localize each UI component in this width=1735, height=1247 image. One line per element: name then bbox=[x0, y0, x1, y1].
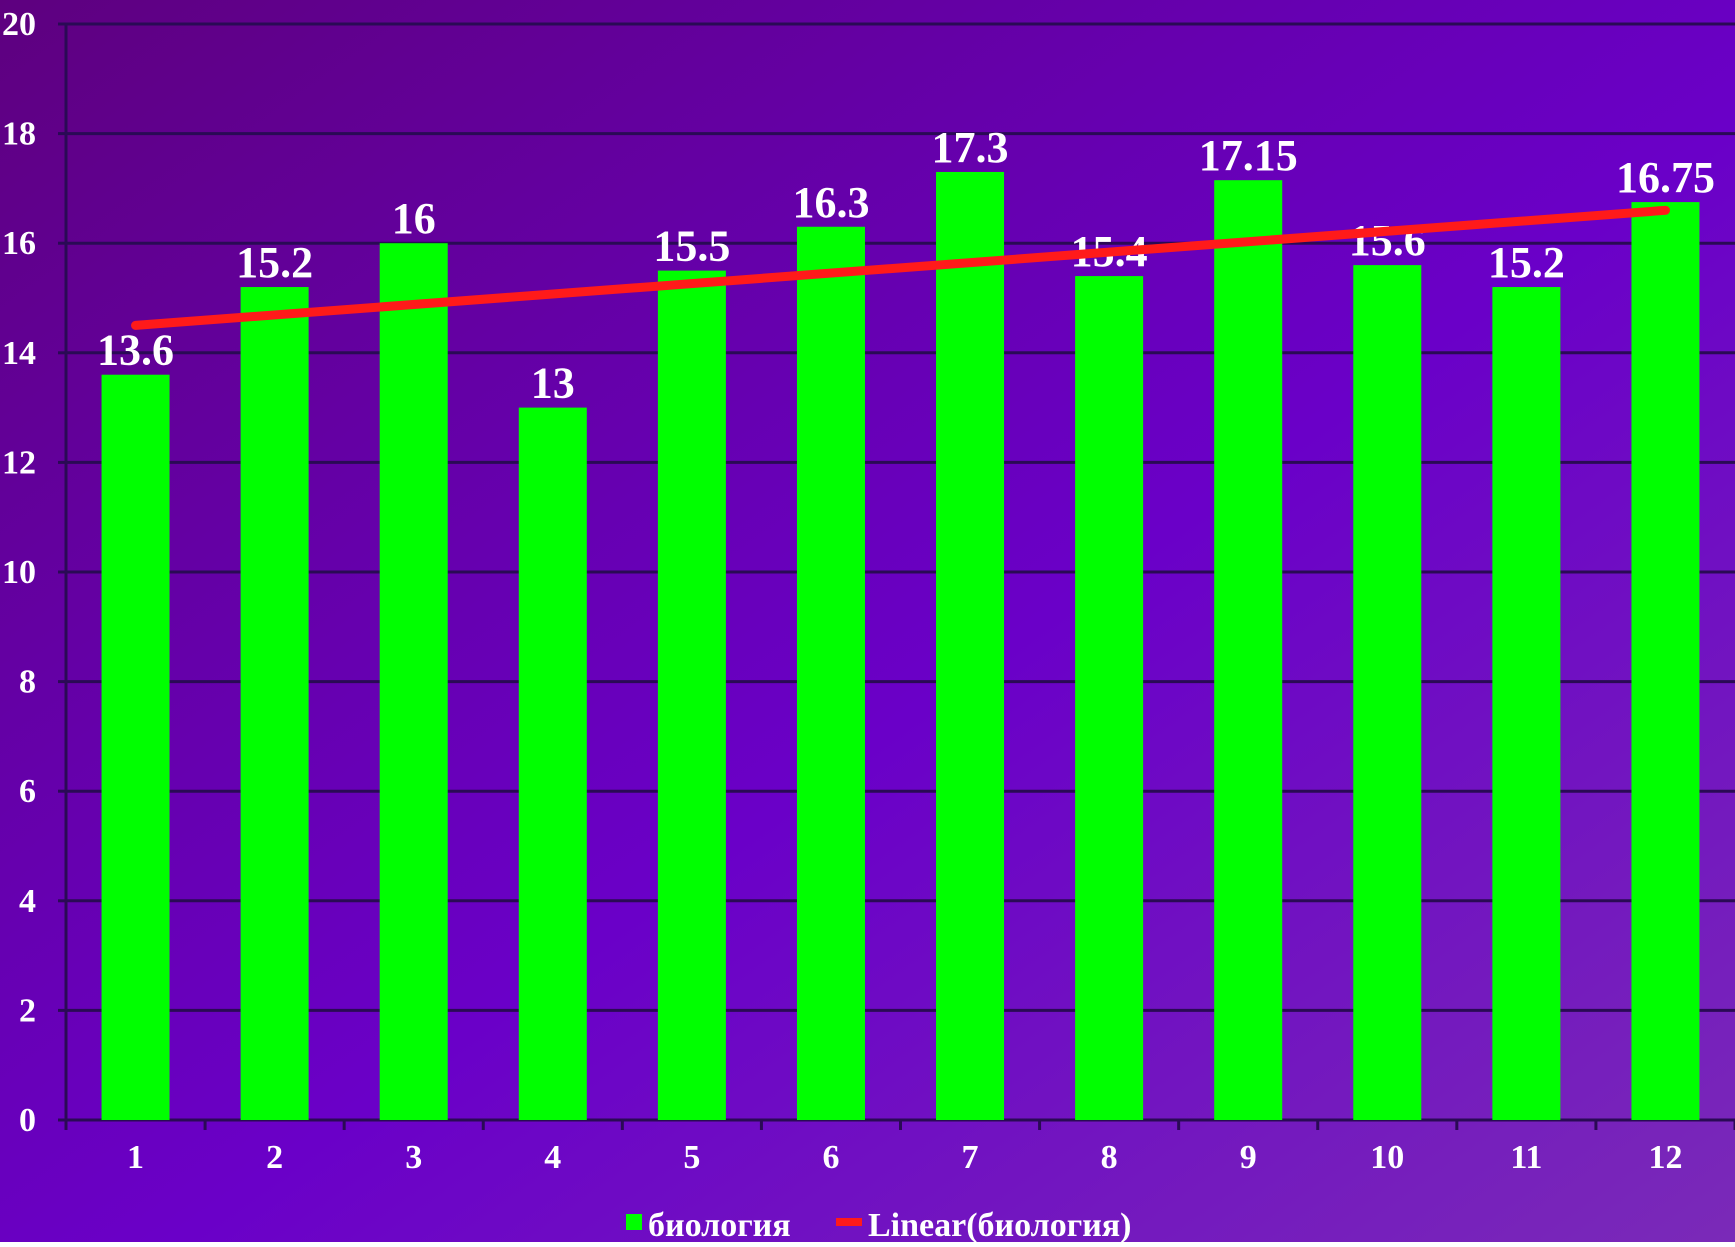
gridlines bbox=[66, 22, 1735, 1122]
data-label-9: 17.15 bbox=[1199, 131, 1298, 180]
legend-swatch-trendline bbox=[836, 1218, 862, 1226]
bar-10 bbox=[1353, 265, 1422, 1120]
data-label-6: 16.3 bbox=[792, 178, 869, 227]
trendline-layer bbox=[131, 205, 1670, 330]
legend: биология Linear(биология) bbox=[626, 1207, 1132, 1244]
bar-1 bbox=[101, 374, 170, 1121]
bar-5 bbox=[657, 270, 726, 1121]
data-label-2: 15.2 bbox=[236, 238, 313, 287]
axes bbox=[58, 22, 1735, 1130]
data-labels: 13.615.2161315.516.317.315.417.1515.615.… bbox=[97, 123, 1715, 408]
ytick-label-8: 8 bbox=[19, 664, 36, 701]
bar-8 bbox=[1075, 276, 1144, 1121]
xtick-label-2: 2 bbox=[266, 1139, 283, 1176]
ytick-label-12: 12 bbox=[2, 444, 36, 481]
xtick-label-4: 4 bbox=[544, 1139, 561, 1176]
xtick-label-10: 10 bbox=[1370, 1139, 1404, 1176]
xtick-label-9: 9 bbox=[1240, 1139, 1257, 1176]
xtick-label-6: 6 bbox=[822, 1139, 839, 1176]
data-label-7: 17.3 bbox=[932, 123, 1009, 172]
xtick-label-11: 11 bbox=[1510, 1139, 1542, 1176]
ytick-label-4: 4 bbox=[19, 883, 36, 920]
data-label-4: 13 bbox=[531, 359, 575, 408]
ytick-label-18: 18 bbox=[2, 116, 36, 153]
data-label-1: 13.6 bbox=[97, 326, 174, 375]
ytick-label-10: 10 bbox=[2, 554, 36, 591]
ytick-label-20: 20 bbox=[2, 6, 36, 43]
data-label-12: 16.75 bbox=[1616, 153, 1715, 202]
xtick-label-3: 3 bbox=[405, 1139, 422, 1176]
bar-6 bbox=[796, 226, 865, 1120]
trendline bbox=[131, 205, 1670, 330]
bar-9 bbox=[1214, 180, 1283, 1120]
legend-swatch-bars bbox=[626, 1214, 642, 1230]
legend-label-trendline: Linear(биология) bbox=[868, 1207, 1132, 1242]
ytick-label-6: 6 bbox=[19, 773, 36, 810]
bar-2 bbox=[240, 287, 309, 1120]
data-label-11: 15.2 bbox=[1488, 238, 1565, 287]
data-label-5: 15.5 bbox=[653, 222, 730, 271]
legend-label-bars: биология bbox=[648, 1207, 791, 1242]
ytick-label-14: 14 bbox=[2, 335, 36, 372]
data-label-3: 16 bbox=[392, 194, 436, 243]
bar-4 bbox=[518, 407, 587, 1121]
ytick-label-16: 16 bbox=[2, 225, 36, 262]
data-label-10: 15.6 bbox=[1349, 216, 1426, 265]
bar-7 bbox=[936, 171, 1005, 1120]
ytick-label-0: 0 bbox=[19, 1102, 36, 1139]
bar-11 bbox=[1492, 287, 1561, 1120]
bar-series bbox=[101, 171, 1700, 1121]
bar-3 bbox=[379, 243, 448, 1120]
xtick-label-5: 5 bbox=[683, 1139, 700, 1176]
xtick-label-8: 8 bbox=[1101, 1139, 1118, 1176]
bar-12 bbox=[1631, 202, 1700, 1121]
xtick-label-7: 7 bbox=[962, 1139, 979, 1176]
xtick-label-1: 1 bbox=[127, 1139, 144, 1176]
xtick-label-12: 12 bbox=[1648, 1139, 1682, 1176]
ytick-label-2: 2 bbox=[19, 992, 36, 1029]
